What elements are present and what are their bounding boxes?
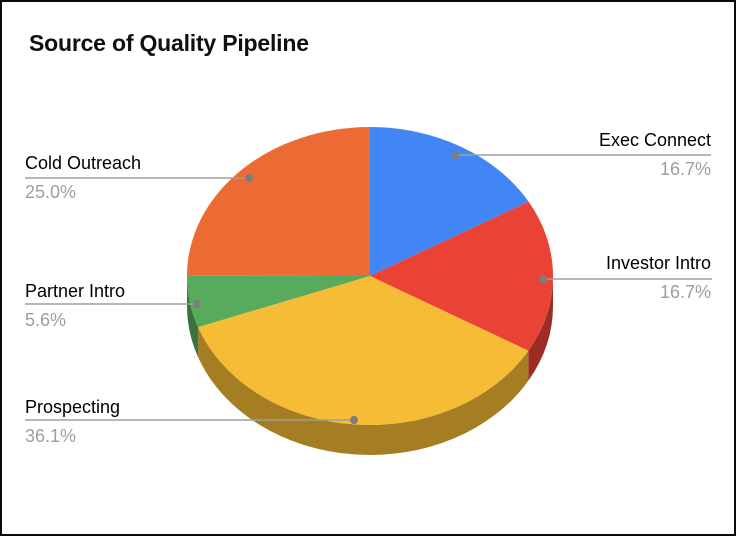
pie-slice-partner-intro[interactable] — [187, 275, 370, 328]
slice-label-investor-intro: Investor Intro — [605, 253, 711, 273]
slice-pct-partner-intro: 5.6% — [25, 310, 67, 330]
slice-label-prospecting: Prospecting — [25, 397, 121, 417]
leader-dot — [350, 416, 358, 424]
label-group-investor-intro: Investor Intro 16.7% — [606, 252, 711, 303]
slice-pct-cold-outreach: 25.0% — [25, 182, 77, 202]
label-group-partner-intro: Partner Intro 5.6% — [25, 280, 125, 331]
pie-slice-side-prospecting — [198, 327, 529, 455]
slice-pct-exec-connect: 16.7% — [659, 159, 711, 179]
pie-slice-side-investor-intro — [528, 276, 553, 381]
pie-slice-side-partner-intro — [187, 276, 199, 358]
slice-label-exec-connect: Exec Connect — [598, 130, 711, 150]
slice-pct-investor-intro: 16.7% — [659, 282, 711, 302]
slice-pct-prospecting: 36.1% — [25, 426, 77, 446]
leader-dot — [245, 174, 253, 182]
leader-dot — [193, 300, 201, 308]
slice-label-cold-outreach: Cold Outreach — [25, 153, 142, 173]
label-group-prospecting: Prospecting 36.1% — [25, 396, 120, 447]
pie-slice-prospecting[interactable] — [198, 276, 529, 425]
pie-slice-cold-outreach[interactable] — [187, 127, 370, 276]
label-group-cold-outreach: Cold Outreach 25.0% — [25, 152, 141, 203]
label-group-exec-connect: Exec Connect 16.7% — [599, 129, 711, 180]
leader-dot — [451, 151, 459, 159]
leader-dot — [539, 275, 547, 283]
pie-slice-exec-connect[interactable] — [370, 127, 529, 276]
slice-label-partner-intro: Partner Intro — [25, 281, 126, 301]
pie-slice-investor-intro[interactable] — [370, 201, 553, 351]
chart-title: Source of Quality Pipeline — [29, 30, 309, 56]
